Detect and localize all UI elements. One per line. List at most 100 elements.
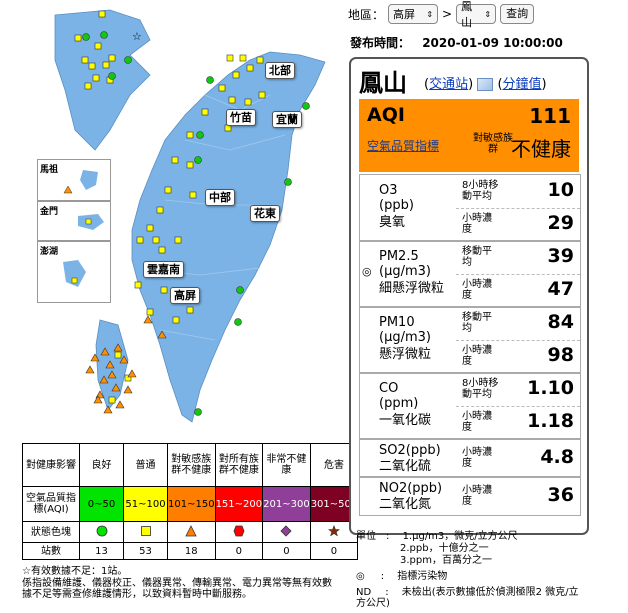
sensitive-station-marker[interactable] [115,400,125,409]
row-label: 8小時移動平均 [462,180,499,202]
good-station-marker[interactable] [206,76,214,84]
moderate-station-marker[interactable] [226,54,234,62]
sensitive-station-marker[interactable] [143,315,153,324]
moderate-station-marker[interactable] [156,206,164,214]
moderate-station-marker[interactable] [98,10,106,18]
moderate-station-marker[interactable] [171,156,179,164]
moderate-station-marker[interactable] [246,64,254,72]
good-station-marker[interactable] [82,33,90,41]
moderate-station-marker[interactable] [172,316,180,324]
nd-label: ND [356,587,372,598]
moderate-station-marker[interactable] [218,84,226,92]
good-station-marker[interactable] [302,102,310,110]
inset-penghu[interactable]: 澎湖 [37,241,111,303]
moderate-station-marker[interactable] [258,91,266,99]
region-hsinchu-miaoli[interactable]: 竹苗 [226,109,256,126]
area-label: 地區： [348,7,385,22]
select-separator: > [442,7,453,21]
moderate-station-marker[interactable] [160,286,168,294]
sensitive-station-marker[interactable] [85,365,95,374]
station-select[interactable]: 鳳山 ⇕ [456,0,497,29]
good-station-marker[interactable] [236,286,244,294]
region-yilan[interactable]: 宜蘭 [272,111,302,128]
aqi-index-link[interactable]: 空氣品質指標 [367,139,440,153]
sensitive-station-marker[interactable] [119,355,129,364]
region-huadong[interactable]: 花東 [250,205,280,222]
sensitive-station-marker[interactable] [127,369,137,378]
inset-matsu[interactable]: 馬祖 [37,159,111,201]
sensitive-station-marker[interactable] [113,343,123,352]
sensitive-station-marker[interactable] [90,353,100,362]
good-station-marker[interactable] [124,56,132,64]
row-label: 移動平均 [462,312,492,334]
moderate-station-marker[interactable] [164,186,172,194]
good-station-marker[interactable] [196,131,204,139]
moderate-station-marker[interactable] [92,74,100,82]
good-station-marker[interactable] [284,178,292,186]
moderate-station-marker[interactable] [174,236,182,244]
moderate-station-marker[interactable] [189,191,197,199]
moderate-station-marker[interactable] [108,396,116,404]
legend-count-good: 13 [79,542,124,560]
moderate-station-marker[interactable] [244,98,252,106]
insufficient-data-star-icon[interactable]: ☆ [132,30,142,43]
good-station-marker[interactable] [108,72,116,80]
red-hexagon-icon [233,525,245,536]
region-north[interactable]: 北部 [265,62,295,79]
region-central[interactable]: 中部 [205,189,235,206]
good-station-marker[interactable] [234,318,242,326]
sensitive-station-marker[interactable] [123,385,133,394]
moderate-station-marker[interactable] [152,236,160,244]
inset-kinmen[interactable]: 金門 [37,201,111,241]
region-yunjianan[interactable]: 雲嘉南 [143,261,184,278]
moderate-station-marker[interactable] [81,56,89,64]
moderate-station-marker[interactable] [136,236,144,244]
moderate-station-marker[interactable] [232,71,240,79]
moderate-station-marker[interactable] [134,281,142,289]
sensitive-station-marker[interactable] [103,405,113,414]
sensitive-station-marker[interactable] [99,375,109,384]
moderate-station-marker[interactable] [84,82,92,90]
moderate-station-marker[interactable] [158,246,166,254]
sensitive-station-marker[interactable] [105,360,115,369]
pollutant-name: NO2(ppb) [379,481,443,496]
sensitive-station-marker[interactable] [100,347,110,356]
aqi-legend-table: 對健康影響 良好 普通 對敏感族群不健康 對所有族群不健康 非常不健康 危害 空… [22,443,359,560]
traffic-station-link[interactable]: 交通站 [429,77,469,92]
moderate-station-marker[interactable] [256,56,264,64]
moderate-station-marker[interactable] [228,96,236,104]
moderate-station-marker[interactable] [239,54,247,62]
pollutant-value: 39 [547,245,574,267]
aqi-map: ☆ 北部 竹苗 宜蘭 中部 花東 雲嘉南 高屏 馬祖 金門 澎湖 [0,0,345,438]
moderate-station-marker[interactable] [102,61,110,69]
moderate-station-marker[interactable] [88,62,96,70]
moderate-station-marker[interactable] [94,42,102,50]
moderate-station-marker[interactable] [146,308,154,316]
good-station-marker[interactable] [194,408,202,416]
moderate-station-marker[interactable] [114,351,122,359]
moderate-station-marker[interactable] [108,54,116,62]
search-button[interactable]: 查詢 [500,4,535,24]
legend-shape-unhealthy [214,521,264,543]
moderate-station-marker[interactable] [186,161,194,169]
publish-time-value: 2020-01-09 10:00:00 [422,36,563,50]
moderate-station-marker[interactable] [186,131,194,139]
moderate-station-marker[interactable] [74,34,82,42]
county-select[interactable]: 高屏 ⇕ [388,4,439,24]
minute-value-link[interactable]: 分鐘值 [502,77,542,92]
sensitive-station-marker[interactable] [107,370,117,379]
sensitive-station-marker[interactable] [93,395,103,404]
region-kaoping[interactable]: 高屏 [170,287,200,304]
moderate-station-marker[interactable] [146,224,154,232]
good-station-marker[interactable] [194,156,202,164]
moderate-station-marker[interactable] [186,306,194,314]
good-station-marker[interactable] [100,31,108,39]
legend-range-unhealthy: 151~200 [214,486,264,522]
legend-shape-very-unhealthy [262,521,311,543]
sensitive-station-marker[interactable] [157,330,167,339]
unit-line-2: 2.ppb，十億分之一 [400,543,489,554]
sensitive-station-marker[interactable] [111,383,121,392]
chart-icon[interactable] [477,78,494,91]
moderate-station-marker[interactable] [124,374,132,382]
moderate-station-marker[interactable] [201,108,209,116]
